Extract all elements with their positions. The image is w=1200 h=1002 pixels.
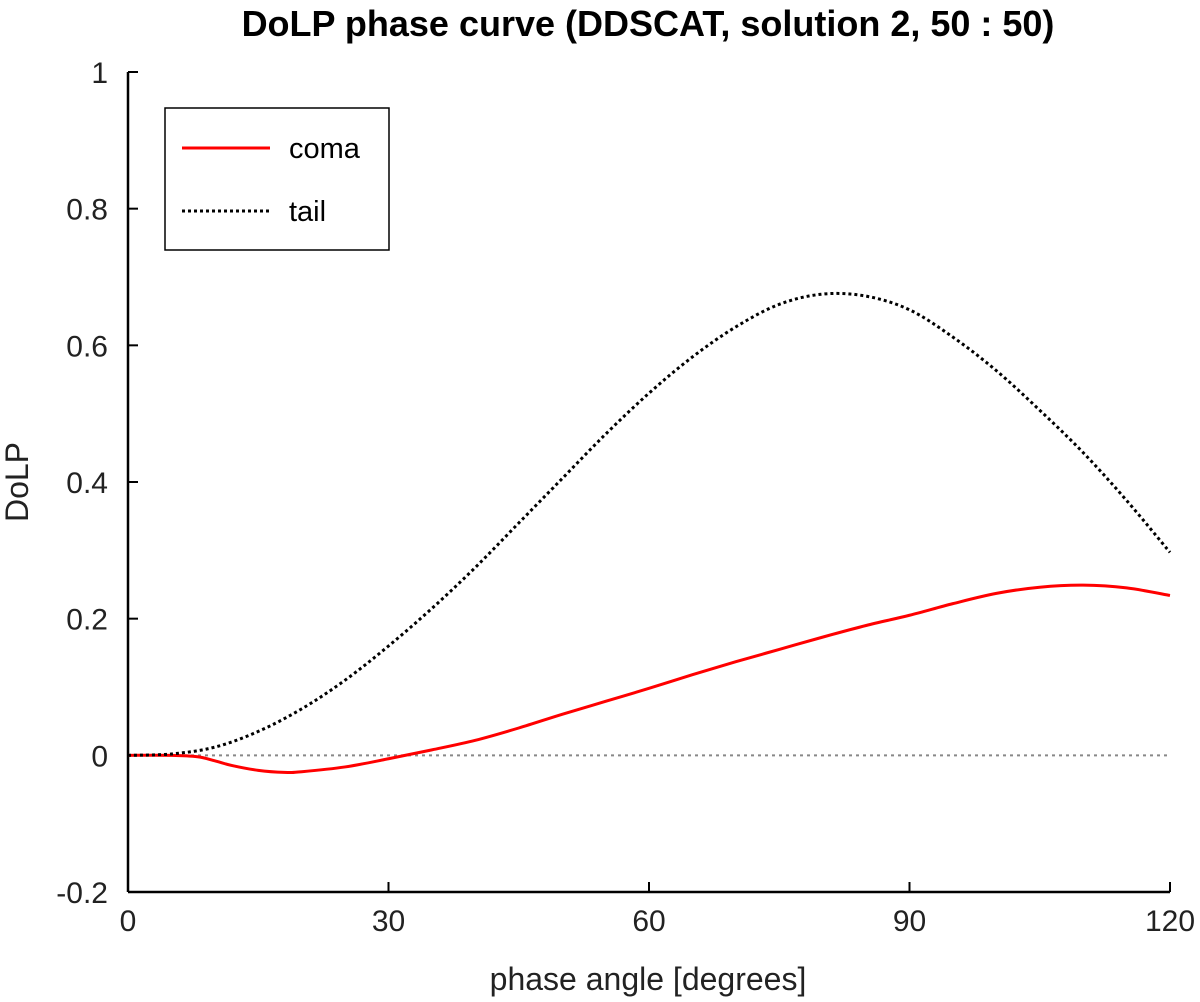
legend-label-tail: tail [289,196,326,228]
series-line-coma [127,583,1171,775]
legend-label-coma: coma [289,133,361,165]
x-tick-label: 60 [632,905,665,938]
legend-box [164,107,390,251]
y-tick-label: 0.4 [66,467,108,500]
y-axis-label: DoLP [0,442,35,522]
series-layer [127,291,1172,775]
chart-title: DoLP phase curve (DDSCAT, solution 2, 50… [242,3,1055,44]
series-line-tail [127,291,1172,757]
y-tick-label: 1 [91,57,108,90]
x-tick-label: 30 [372,905,405,938]
x-tick-label: 0 [120,905,137,938]
y-tick-label: 0.8 [66,194,108,227]
x-tick-label: 120 [1145,905,1195,938]
y-tick-label: 0.6 [66,330,108,363]
plot-area: 0 30 60 90 120 -0.2 0 0.2 0.4 0.6 0.8 1 [56,57,1195,938]
x-axis-label: phase angle [degrees] [490,961,807,997]
x-tick-label: 90 [893,905,926,938]
legend: coma tail [164,107,390,251]
y-tick-label: -0.2 [56,877,108,910]
y-ticks: -0.2 0 0.2 0.4 0.6 0.8 1 [56,57,138,910]
y-tick-label: 0.2 [66,604,108,637]
y-tick-label: 0 [91,740,108,773]
x-ticks: 0 30 60 90 120 [120,882,1195,938]
